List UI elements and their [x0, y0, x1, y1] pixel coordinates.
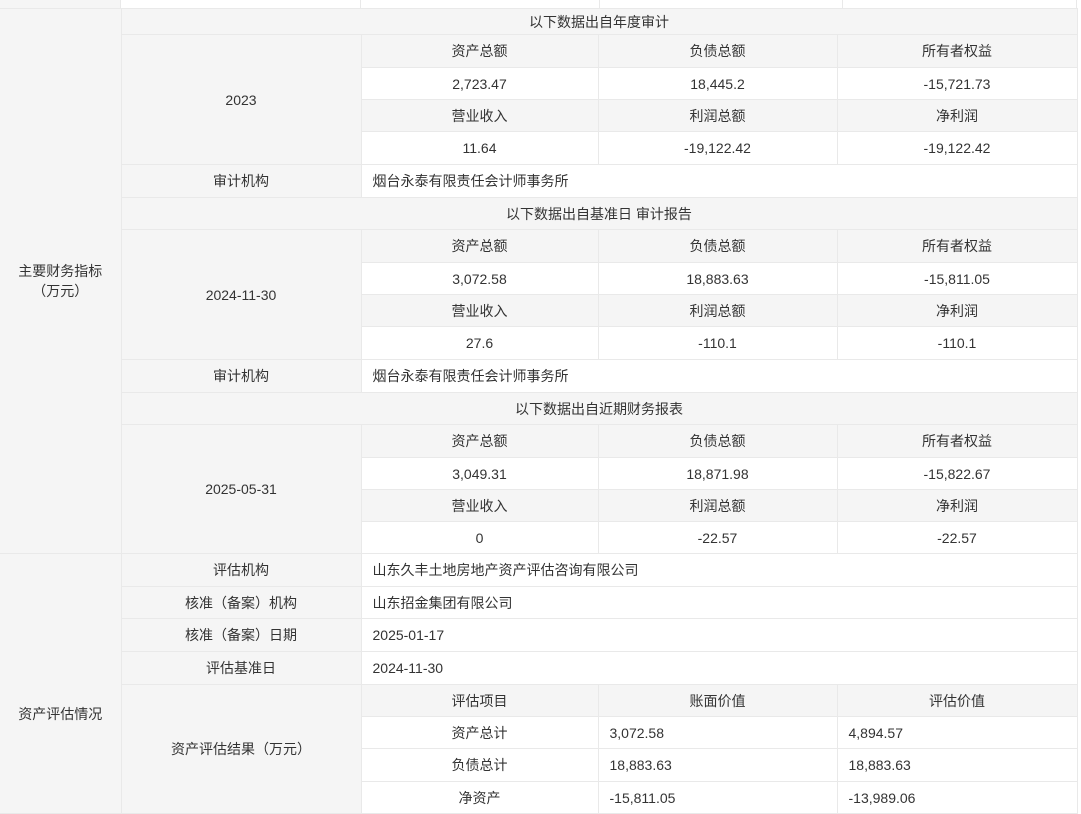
- metric-value-cell: 11.64: [361, 131, 599, 165]
- result-book-value-cell: 18,883.63: [598, 748, 838, 782]
- valuation-result-label: 资产评估结果（万元）: [121, 684, 362, 814]
- result-item-cell: 净资产: [361, 781, 599, 814]
- valuation-info-label: 核准（备案）日期: [121, 618, 362, 652]
- metric-header-cell: 负债总额: [598, 229, 838, 263]
- valuation-info-label: 评估机构: [121, 553, 362, 587]
- target-company-financials-table: 主要财务指标 （万元） 以下数据出自年度审计 2023 资产总额 负债总额 所有…: [0, 8, 1078, 814]
- valuation-info-value: 2024-11-30: [361, 651, 1078, 685]
- metric-value-cell: -15,811.05: [837, 262, 1078, 295]
- page-margin: [1077, 0, 1081, 8]
- financial-label-line1: 主要财务指标: [18, 263, 103, 279]
- cropped-cell: [0, 0, 121, 8]
- metric-header-cell: 所有者权益: [837, 424, 1078, 458]
- metric-value-cell: -22.57: [598, 521, 838, 554]
- valuation-info-value: 2025-01-17: [361, 618, 1078, 652]
- metric-value-cell: -19,122.42: [598, 131, 838, 165]
- metric-header-cell: 净利润: [837, 294, 1078, 327]
- banner-annual-audit: 以下数据出自年度审计: [121, 8, 1078, 35]
- metric-header-cell: 净利润: [837, 99, 1078, 132]
- metric-value-cell: 3,049.31: [361, 457, 599, 490]
- period-cell-2024-11-30: 2024-11-30: [121, 229, 362, 360]
- valuation-label: 资产评估情况: [18, 705, 103, 722]
- result-header-assessed-value: 评估价值: [837, 684, 1078, 717]
- result-book-value-cell: 3,072.58: [598, 716, 838, 749]
- metric-header-cell: 净利润: [837, 489, 1078, 522]
- metric-value-cell: -110.1: [837, 326, 1078, 360]
- banner-recent-statements: 以下数据出自近期财务报表: [121, 392, 1078, 425]
- metric-header-cell: 资产总额: [361, 229, 599, 263]
- metric-value-cell: 18,445.2: [598, 67, 838, 100]
- section-label-asset-valuation: 资产评估情况: [0, 553, 122, 814]
- metric-header-cell: 利润总额: [598, 99, 838, 132]
- result-assessed-value-cell: -13,989.06: [837, 781, 1078, 814]
- auditor-name: 烟台永泰有限责任会计师事务所: [361, 359, 1078, 393]
- result-item-cell: 资产总计: [361, 716, 599, 749]
- metric-header-cell: 营业收入: [361, 489, 599, 522]
- metric-value-cell: -110.1: [598, 326, 838, 360]
- financial-label-line2: （万元）: [32, 283, 89, 299]
- period-cell-2025-05-31: 2025-05-31: [121, 424, 362, 554]
- result-header-item: 评估项目: [361, 684, 599, 717]
- metric-value-cell: 18,871.98: [598, 457, 838, 490]
- metric-header-cell: 资产总额: [361, 424, 599, 458]
- metric-header-cell: 所有者权益: [837, 229, 1078, 263]
- cropped-cell: [843, 0, 1077, 8]
- auditor-name: 烟台永泰有限责任会计师事务所: [361, 164, 1078, 198]
- result-header-book-value: 账面价值: [598, 684, 838, 717]
- metric-header-cell: 利润总额: [598, 294, 838, 327]
- result-assessed-value-cell: 18,883.63: [837, 748, 1078, 782]
- result-assessed-value-cell: 4,894.57: [837, 716, 1078, 749]
- metric-value-cell: -22.57: [837, 521, 1078, 554]
- metric-header-cell: 负债总额: [598, 424, 838, 458]
- valuation-info-label: 核准（备案）机构: [121, 586, 362, 619]
- metric-header-cell: 营业收入: [361, 294, 599, 327]
- auditor-label: 审计机构: [121, 359, 362, 393]
- cropped-cell: [121, 0, 361, 8]
- metric-header-cell: 营业收入: [361, 99, 599, 132]
- metric-value-cell: -15,721.73: [837, 67, 1078, 100]
- metric-header-cell: 负债总额: [598, 34, 838, 68]
- metric-header-cell: 所有者权益: [837, 34, 1078, 68]
- metric-header-cell: 资产总额: [361, 34, 599, 68]
- metric-value-cell: 27.6: [361, 326, 599, 360]
- metric-header-cell: 利润总额: [598, 489, 838, 522]
- cropped-cell: [600, 0, 843, 8]
- section-label-financial-indicators: 主要财务指标 （万元）: [0, 8, 122, 554]
- metric-value-cell: -15,822.67: [837, 457, 1078, 490]
- result-book-value-cell: -15,811.05: [598, 781, 838, 814]
- cropped-row-above: [0, 0, 1081, 8]
- result-item-cell: 负债总计: [361, 748, 599, 782]
- metric-value-cell: 18,883.63: [598, 262, 838, 295]
- period-cell-2023: 2023: [121, 34, 362, 165]
- cropped-cell: [361, 0, 600, 8]
- valuation-info-value: 山东招金集团有限公司: [361, 586, 1078, 619]
- valuation-info-value: 山东久丰土地房地产资产评估咨询有限公司: [361, 553, 1078, 587]
- metric-value-cell: 0: [361, 521, 599, 554]
- metric-value-cell: 2,723.47: [361, 67, 599, 100]
- metric-value-cell: -19,122.42: [837, 131, 1078, 165]
- valuation-info-label: 评估基准日: [121, 651, 362, 685]
- metric-value-cell: 3,072.58: [361, 262, 599, 295]
- auditor-label: 审计机构: [121, 164, 362, 198]
- banner-base-date-audit: 以下数据出自基准日 审计报告: [121, 197, 1078, 230]
